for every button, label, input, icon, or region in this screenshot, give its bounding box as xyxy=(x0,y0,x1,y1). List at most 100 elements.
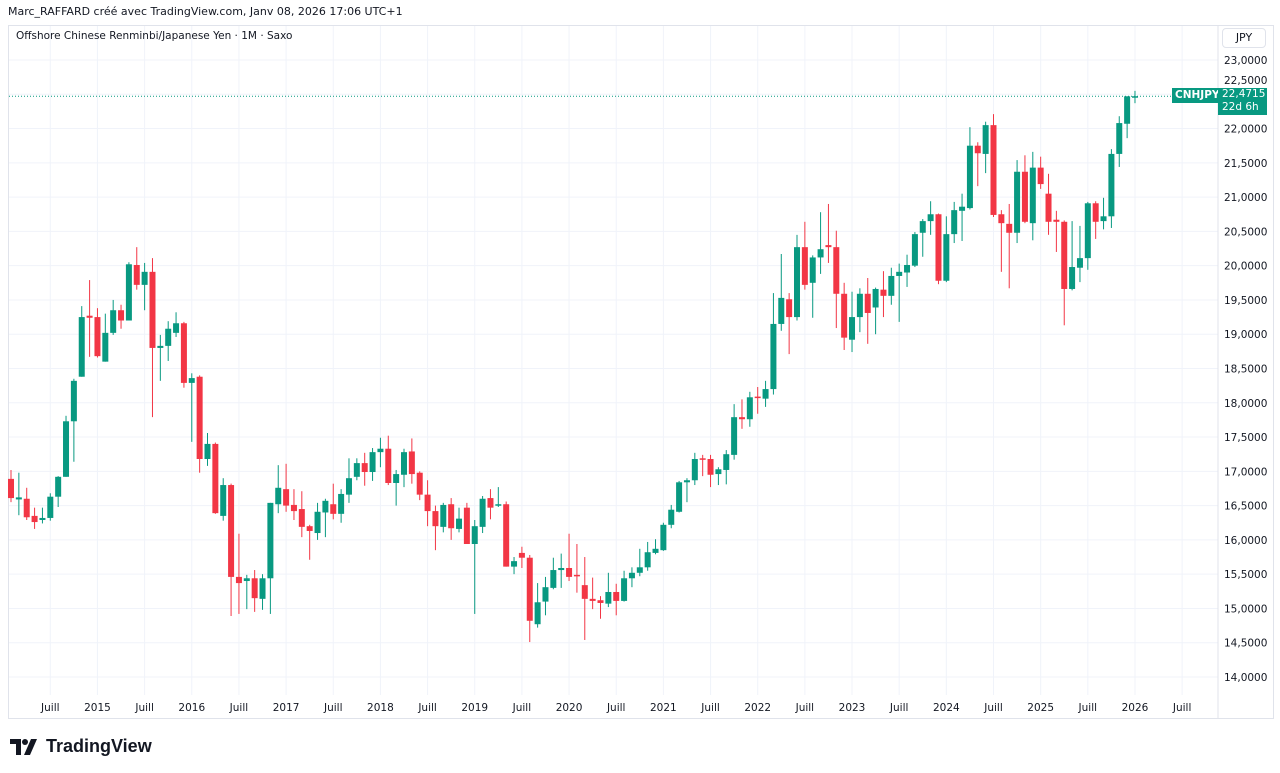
candle-body xyxy=(235,576,242,584)
candle-body xyxy=(94,317,101,357)
price-tick-label: 17,5000 xyxy=(1224,432,1267,444)
candle xyxy=(738,399,745,429)
candle-body xyxy=(8,478,14,499)
time-tick-label: 2016 xyxy=(178,702,205,714)
candle-body xyxy=(432,511,439,527)
candle xyxy=(86,280,93,357)
time-tick-label: Juill xyxy=(1078,702,1098,714)
candle xyxy=(63,415,70,477)
candle xyxy=(1131,90,1138,104)
currency-button[interactable]: JPY xyxy=(1222,28,1266,48)
time-tick-label: 2017 xyxy=(273,702,300,714)
tradingview-logo[interactable]: TradingView xyxy=(10,736,152,757)
candle-body xyxy=(102,332,109,362)
candle xyxy=(573,544,580,593)
candle xyxy=(872,287,879,335)
candle xyxy=(1037,156,1044,189)
candle xyxy=(47,493,54,521)
candle-body xyxy=(401,452,407,475)
price-tick-label: 22,5000 xyxy=(1224,75,1267,87)
candle xyxy=(251,570,258,612)
candle-body xyxy=(1014,171,1021,233)
candle-body xyxy=(1100,216,1107,222)
candle xyxy=(1045,173,1052,235)
candle xyxy=(880,271,887,318)
candle xyxy=(1116,116,1123,167)
time-tick-label: Juill xyxy=(1172,702,1192,714)
candle xyxy=(770,293,777,395)
candle-body xyxy=(110,310,117,333)
candle xyxy=(23,487,30,521)
price-tick-label: 21,5000 xyxy=(1224,158,1267,170)
candle xyxy=(283,463,290,512)
candle-body xyxy=(943,234,950,281)
candle-body xyxy=(180,323,187,383)
candle-body xyxy=(676,482,683,512)
time-tick-label: Juill xyxy=(700,702,720,714)
candle xyxy=(683,478,690,503)
candle-body xyxy=(1045,193,1052,222)
time-tick-label: 2021 xyxy=(650,702,677,714)
candle xyxy=(731,404,738,460)
candle-body xyxy=(990,125,997,215)
candle xyxy=(456,507,463,533)
candle-body xyxy=(306,526,313,531)
price-tick-label: 16,5000 xyxy=(1224,501,1267,513)
candle xyxy=(432,505,439,551)
time-tick-label: 2026 xyxy=(1122,702,1149,714)
candle xyxy=(927,201,934,235)
candle xyxy=(511,557,518,575)
candle-body xyxy=(872,288,879,308)
candle-body xyxy=(597,600,604,603)
candle-body xyxy=(526,557,533,621)
candle xyxy=(173,312,180,337)
candle xyxy=(1053,210,1060,252)
candle xyxy=(377,437,384,468)
candle xyxy=(345,458,352,503)
price-tick-label: 21,0000 xyxy=(1224,192,1267,204)
candle xyxy=(338,489,345,523)
candle-body xyxy=(668,509,675,525)
candle-body xyxy=(581,585,588,599)
bar-countdown: 22d 6h xyxy=(1222,101,1259,113)
candle xyxy=(15,472,22,516)
candle xyxy=(550,557,557,590)
candle-body xyxy=(951,210,958,235)
candles xyxy=(8,90,1138,643)
candle-body xyxy=(251,578,258,599)
candle-body xyxy=(1021,171,1028,222)
time-tick-label: 2020 xyxy=(556,702,583,714)
candle-body xyxy=(393,474,400,483)
candle-body xyxy=(259,578,266,599)
time-axis-ticks: Juill 2015 Juill 2016 Juill 2017 Juill 2018 Juil… xyxy=(40,702,1191,714)
candle xyxy=(935,213,942,285)
candle-body xyxy=(762,389,769,399)
candle-body xyxy=(1084,203,1091,259)
candle xyxy=(919,219,926,257)
candle xyxy=(196,375,203,473)
candle xyxy=(440,502,447,533)
candle-body xyxy=(794,247,800,318)
candle xyxy=(849,291,856,353)
candle-body xyxy=(448,504,455,529)
candle-body xyxy=(833,247,840,294)
candle-body xyxy=(998,214,1005,224)
candle-body xyxy=(298,509,305,527)
candle xyxy=(1108,149,1115,228)
time-tick-label: Juill xyxy=(134,702,154,714)
candle xyxy=(841,282,848,350)
candle xyxy=(715,467,722,486)
candle-body xyxy=(911,234,918,266)
candle xyxy=(723,450,730,485)
candle-body xyxy=(959,206,966,211)
last-price-label: 22,4715 22d 6h xyxy=(1218,88,1267,115)
candle xyxy=(267,502,274,614)
symbol-legend[interactable]: Offshore Chinese Renminbi/Japanese Yen ·… xyxy=(16,30,293,42)
candle xyxy=(503,501,510,567)
candle-body xyxy=(715,469,722,475)
candle-body xyxy=(613,591,620,601)
candle-body xyxy=(70,380,77,422)
price-tick-label: 18,5000 xyxy=(1224,364,1267,376)
candle-body xyxy=(23,498,30,518)
